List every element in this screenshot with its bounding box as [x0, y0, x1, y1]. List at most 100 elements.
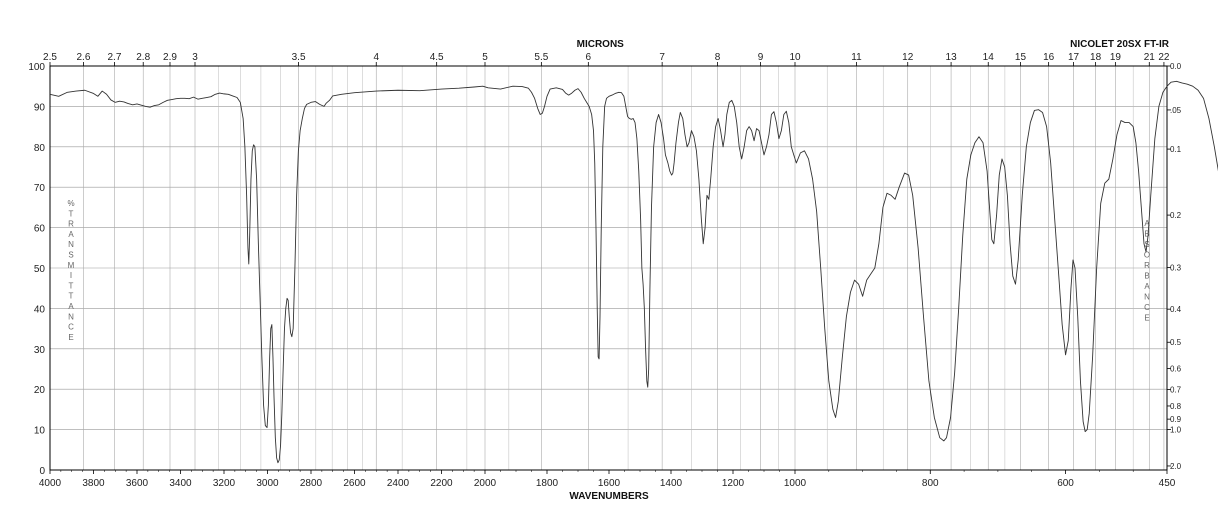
x-tick-label: 450 — [1159, 478, 1176, 489]
y-tick-label: 60 — [34, 224, 46, 235]
x-tick-label: 3000 — [256, 478, 279, 489]
micron-tick-label: 15 — [1015, 52, 1027, 63]
top-axis-title: MICRONS — [577, 39, 625, 50]
y-tick-label: 70 — [34, 183, 46, 194]
y-axis-title-letter: C — [68, 323, 74, 332]
micron-tick-label: 2.9 — [163, 52, 177, 63]
y-tick-label: 90 — [34, 102, 46, 113]
x-tick-label: 2600 — [343, 478, 366, 489]
micron-tick-label: 14 — [983, 52, 995, 63]
y-tick-label: 100 — [28, 62, 45, 73]
x-tick-label: 3400 — [169, 478, 192, 489]
gridlines — [49, 65, 1167, 471]
y-tick-label: 40 — [34, 304, 46, 315]
absorbance-tick-label: 0.0 — [1170, 62, 1182, 71]
right-axis-title-letter: C — [1144, 303, 1150, 312]
x-tick-label: 2000 — [474, 478, 497, 489]
micron-tick-label: 21 — [1144, 52, 1156, 63]
y-axis-title-letter: M — [68, 261, 75, 270]
y-tick-label: 20 — [34, 385, 46, 396]
tick-marks — [49, 62, 1171, 474]
absorbance-tick-label: 0.2 — [1170, 211, 1182, 220]
x-tick-label: 2800 — [300, 478, 323, 489]
x-tick-label: 3200 — [213, 478, 236, 489]
x-tick-label: 1600 — [598, 478, 621, 489]
micron-tick-label: 9 — [758, 52, 764, 63]
micron-tick-label: 6 — [586, 52, 592, 63]
absorbance-tick-label: 0.1 — [1170, 145, 1182, 154]
micron-tick-label: 18 — [1090, 52, 1102, 63]
x-tick-label: 1000 — [784, 478, 807, 489]
y-axis-title-letter: A — [68, 302, 74, 311]
absorbance-tick-label: 0.8 — [1170, 402, 1182, 411]
y-axis-title-letter: E — [68, 333, 73, 342]
absorbance-tick-label: 0.3 — [1170, 264, 1182, 273]
y-axis-title-letter: I — [70, 271, 72, 280]
micron-tick-label: 2.8 — [136, 52, 150, 63]
right-axis-title-letter: O — [1144, 251, 1150, 260]
micron-tick-label: 22 — [1158, 52, 1170, 63]
spectrum-trace — [49, 80, 1218, 464]
x-tick-label: 1400 — [660, 478, 683, 489]
x-tick-label: 1800 — [536, 478, 559, 489]
right-axis-title-letter: E — [1144, 314, 1149, 323]
micron-tick-label: 5 — [482, 52, 488, 63]
x-tick-label: 4000 — [39, 478, 62, 489]
micron-tick-label: 13 — [946, 52, 958, 63]
right-axis-title-letter: R — [1144, 261, 1150, 270]
y-tick-label: 80 — [34, 143, 46, 154]
y-axis-title-letter: T — [69, 281, 74, 290]
micron-tick-label: 11 — [851, 52, 862, 63]
micron-tick-label: 4 — [373, 52, 379, 63]
x-tick-label: 800 — [922, 478, 939, 489]
y-tick-label: 30 — [34, 345, 46, 356]
right-axis-title-letter: B — [1144, 272, 1149, 281]
absorbance-tick-label: 2.0 — [1170, 462, 1182, 471]
x-tick-label: 3600 — [126, 478, 149, 489]
micron-tick-label: 2.6 — [77, 52, 91, 63]
micron-tick-label: 4.5 — [430, 52, 444, 63]
right-axis-title-letter: B — [1144, 230, 1149, 239]
micron-tick-label: 2.7 — [107, 52, 121, 63]
right-axis-title-letter: N — [1144, 293, 1150, 302]
y-tick-label: 10 — [34, 426, 46, 437]
absorbance-tick-label: 0.4 — [1170, 305, 1182, 314]
y-axis-title-letter: N — [68, 240, 74, 249]
y-axis-title-letter: A — [68, 230, 74, 239]
x-tick-label: 1200 — [722, 478, 745, 489]
absorbance-tick-label: .05 — [1170, 106, 1182, 115]
micron-tick-label: 3.5 — [292, 52, 306, 63]
x-tick-label: 2400 — [387, 478, 410, 489]
right-axis-title-letter: A — [1144, 282, 1150, 291]
micron-tick-label: 16 — [1043, 52, 1055, 63]
micron-tick-label: 2.5 — [43, 52, 57, 63]
micron-tick-label: 19 — [1110, 52, 1122, 63]
y-axis-title-letter: N — [68, 312, 74, 321]
x-tick-label: 3800 — [82, 478, 105, 489]
instrument-label: NICOLET 20SX FT-IR — [1070, 39, 1170, 50]
x-tick-label: 600 — [1057, 478, 1074, 489]
y-axis-title-letter: T — [69, 292, 74, 301]
x-axis-title: WAVENUMBERS — [569, 491, 649, 502]
y-axis-title-letter: S — [68, 251, 73, 260]
right-axis-title-letter: A — [1144, 219, 1150, 228]
micron-tick-label: 17 — [1068, 52, 1080, 63]
micron-tick-label: 5.5 — [534, 52, 548, 63]
micron-tick-label: 8 — [715, 52, 721, 63]
y-tick-label: 0 — [39, 466, 45, 477]
y-axis-title-letter: T — [69, 209, 74, 218]
absorbance-tick-label: 0.7 — [1170, 385, 1182, 394]
absorbance-tick-label: 0.6 — [1170, 365, 1182, 374]
absorbance-tick-label: 0.9 — [1170, 415, 1182, 424]
micron-tick-label: 12 — [902, 52, 914, 63]
micron-tick-label: 3 — [192, 52, 198, 63]
micron-tick-label: 10 — [789, 52, 801, 63]
x-tick-label: 2200 — [430, 478, 453, 489]
micron-tick-label: 7 — [659, 52, 665, 63]
plot-frame — [49, 65, 1168, 471]
absorbance-tick-label: 0.5 — [1170, 338, 1182, 347]
